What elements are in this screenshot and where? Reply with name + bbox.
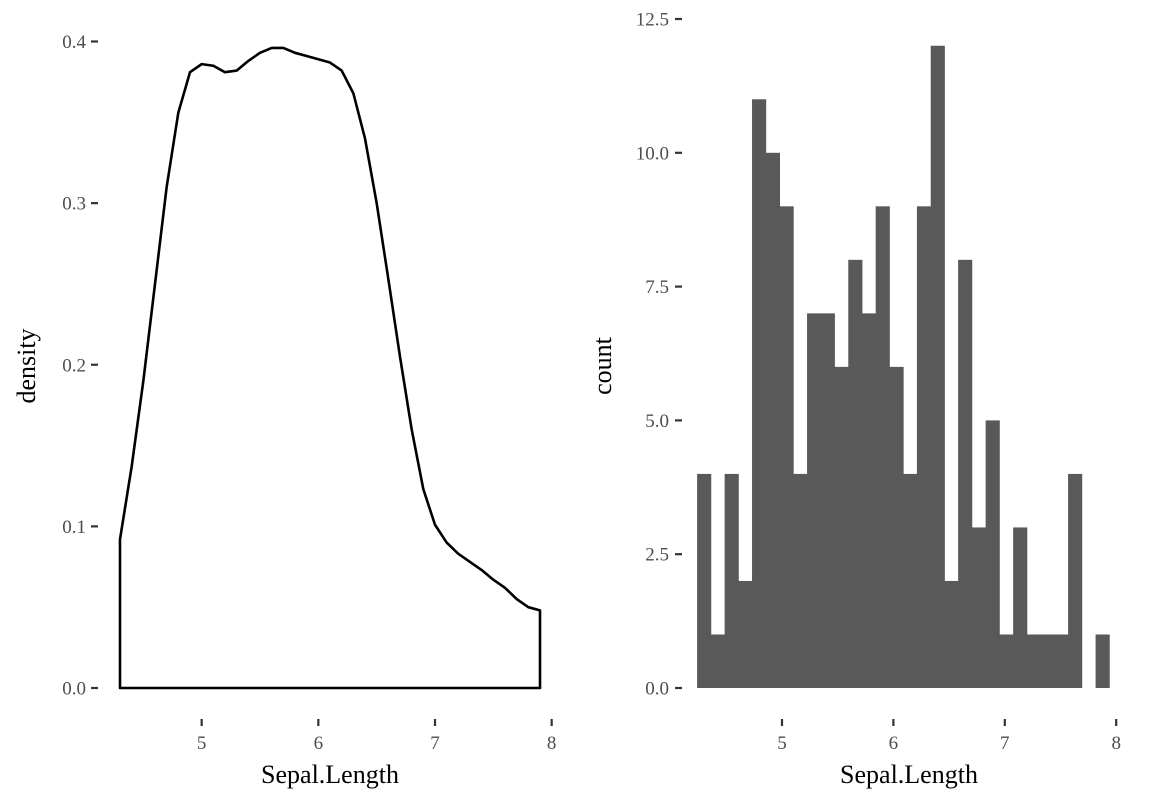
histogram-bar bbox=[903, 473, 918, 688]
y-tick-label: 0.2 bbox=[62, 355, 86, 376]
histogram-panel: 0.0 2.5 5.0 7.5 10.0 12.5 5 6 7 8 Sepal.Length coun… bbox=[588, 10, 1121, 790]
histogram-bar bbox=[958, 259, 973, 688]
histogram-bar bbox=[916, 206, 932, 688]
histogram-bar bbox=[820, 313, 835, 688]
histogram-bar bbox=[1054, 634, 1069, 688]
histogram-bar bbox=[738, 580, 753, 688]
y-tick-label: 10.0 bbox=[636, 143, 669, 164]
x-axis-title: Sepal.Length bbox=[261, 760, 399, 789]
histogram-bar bbox=[889, 366, 904, 688]
histogram-bar bbox=[971, 527, 987, 688]
y-tick-label: 0.4 bbox=[62, 32, 86, 53]
x-tick-label: 5 bbox=[777, 733, 787, 754]
histogram-bar bbox=[697, 473, 712, 688]
histogram-bar bbox=[999, 634, 1014, 688]
x-tick-label: 7 bbox=[430, 733, 440, 754]
y-tick-label: 12.5 bbox=[636, 10, 669, 31]
histogram-bar bbox=[724, 473, 739, 688]
histogram-bar bbox=[779, 206, 794, 688]
histogram-bar bbox=[710, 634, 725, 688]
histogram-bar bbox=[930, 45, 945, 688]
histogram-bar bbox=[1040, 634, 1055, 688]
histogram-bar bbox=[875, 206, 890, 688]
x-tick-label: 8 bbox=[1111, 733, 1121, 754]
x-axis-title: Sepal.Length bbox=[840, 760, 978, 789]
y-tick-label: 5.0 bbox=[645, 411, 669, 432]
histogram-bar bbox=[848, 259, 863, 688]
histogram-bar bbox=[765, 152, 780, 689]
x-tick-label: 6 bbox=[889, 733, 899, 754]
x-tick-label: 6 bbox=[314, 733, 324, 754]
y-axis-title: density bbox=[12, 328, 41, 403]
y-tick-label: 7.5 bbox=[645, 277, 669, 298]
x-tick-label: 5 bbox=[197, 733, 207, 754]
histogram-bar bbox=[834, 366, 849, 688]
y-tick-label: 0.0 bbox=[62, 679, 86, 700]
histogram-bar bbox=[944, 580, 959, 688]
y-tick-label: 0.3 bbox=[62, 194, 86, 215]
x-tick-label: 7 bbox=[1000, 733, 1010, 754]
histogram-bar bbox=[1026, 634, 1041, 688]
histogram-bar bbox=[807, 313, 822, 688]
histogram-bar bbox=[793, 473, 808, 688]
histogram-bar bbox=[752, 99, 767, 688]
histogram-bar bbox=[1095, 634, 1110, 688]
density-curve bbox=[118, 46, 542, 690]
y-tick-label: 0.1 bbox=[62, 517, 86, 538]
density-panel: 0.0 0.1 0.2 0.3 0.4 5 6 7 8 Sepal.Length density bbox=[12, 32, 556, 789]
histogram-bar bbox=[861, 313, 877, 688]
histogram-bar bbox=[985, 420, 1000, 688]
x-tick-label: 8 bbox=[547, 733, 557, 754]
y-tick-label: 0.0 bbox=[645, 679, 669, 700]
histogram-bar bbox=[1068, 473, 1083, 688]
histogram-bar bbox=[1013, 527, 1028, 688]
y-axis-title: count bbox=[588, 336, 617, 395]
y-tick-label: 2.5 bbox=[645, 545, 669, 566]
